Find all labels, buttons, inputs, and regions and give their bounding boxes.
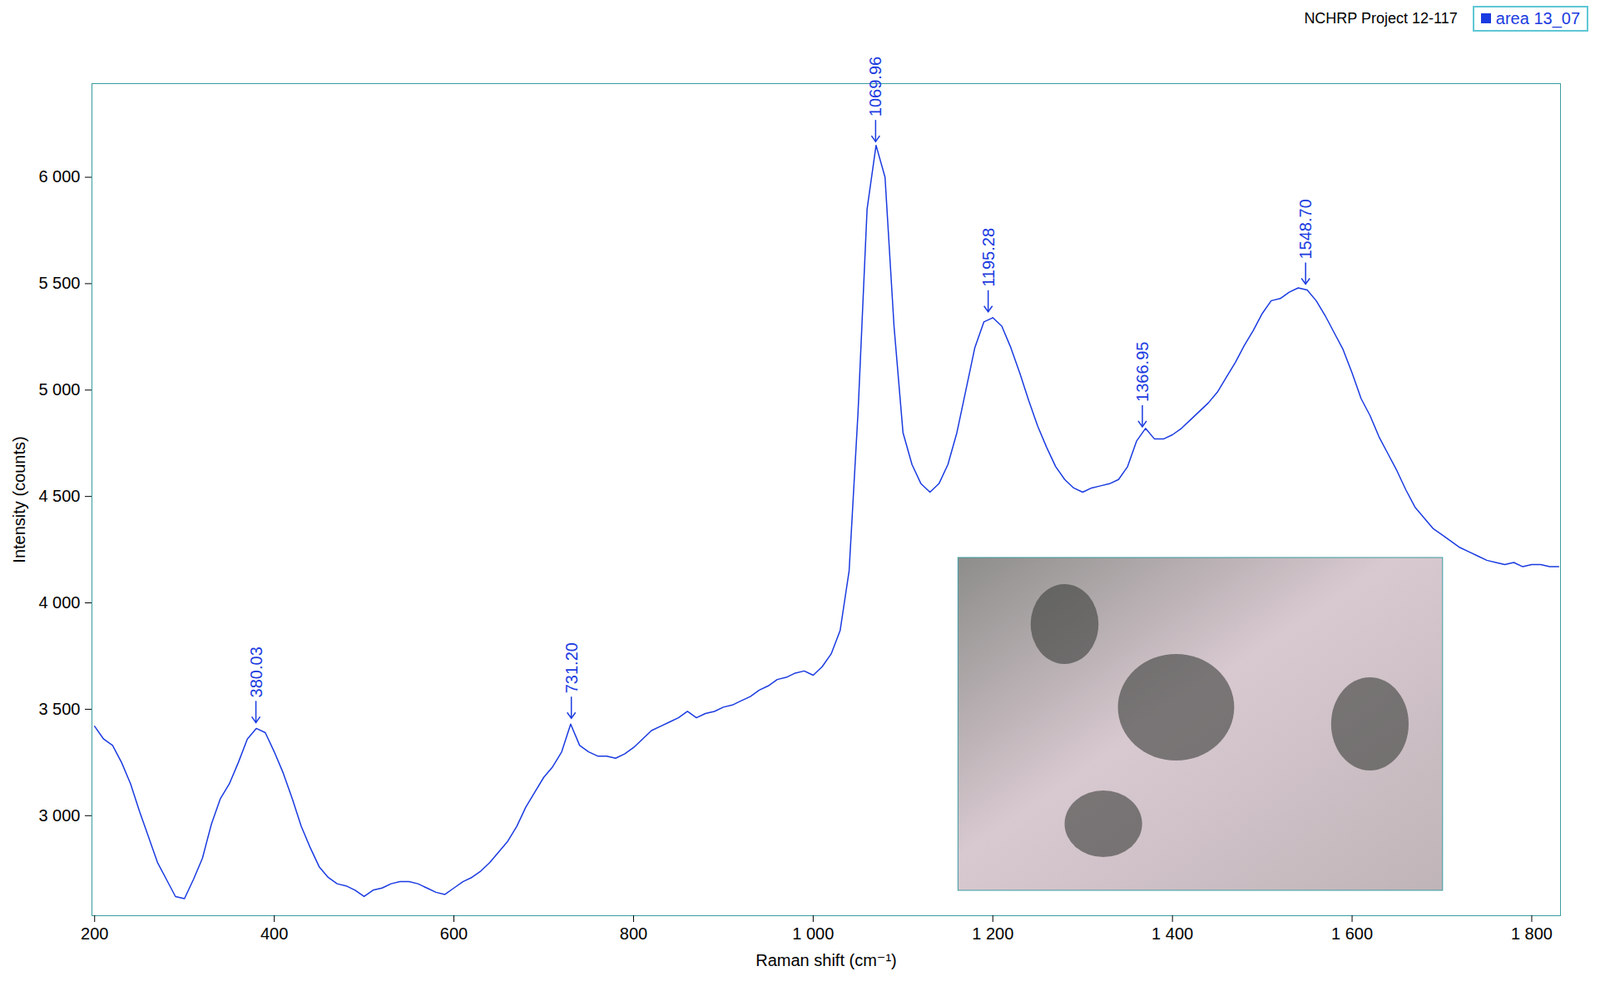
svg-text:1195.28: 1195.28	[979, 227, 998, 288]
svg-text:1366.95: 1366.95	[1133, 341, 1152, 402]
svg-text:1 800: 1 800	[1510, 924, 1553, 943]
svg-text:4 000: 4 000	[38, 593, 80, 612]
html-text:area 13_07: area 13_07	[1495, 8, 1581, 28]
svg-text:Raman shift (cm⁻¹): Raman shift (cm⁻¹)	[755, 951, 897, 970]
svg-text:200: 200	[80, 924, 109, 943]
svg-text:731.20: 731.20	[562, 642, 581, 694]
svg-text:3 500: 3 500	[38, 699, 80, 719]
svg-text:1 200: 1 200	[971, 924, 1014, 943]
svg-text:600: 600	[440, 924, 468, 943]
svg-text:380.03: 380.03	[247, 646, 266, 698]
svg-text:5 500: 5 500	[38, 273, 80, 293]
svg-text:3 000: 3 000	[38, 806, 80, 825]
svg-text:4 500: 4 500	[38, 486, 80, 506]
svg-text:1 400: 1 400	[1151, 924, 1194, 943]
svg-text:1 000: 1 000	[792, 924, 834, 943]
svg-text:5 000: 5 000	[38, 380, 80, 399]
svg-text:1 600: 1 600	[1331, 924, 1373, 943]
svg-text:400: 400	[260, 924, 288, 943]
svg-text:1548.70: 1548.70	[1296, 198, 1315, 259]
html-text:NCHRP Project 12-117: NCHRP Project 12-117	[1304, 9, 1458, 27]
svg-text:Intensity (counts): Intensity (counts)	[9, 435, 29, 563]
svg-text:6 000: 6 000	[38, 167, 80, 186]
svg-text:1069.96: 1069.96	[866, 56, 885, 117]
svg-text:800: 800	[619, 924, 648, 943]
